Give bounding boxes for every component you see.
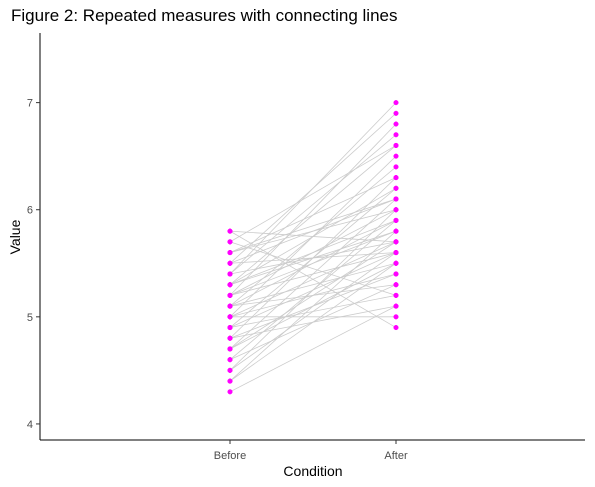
x-tick-label: Before: [214, 450, 246, 462]
x-axis-ticks: Before After: [214, 440, 408, 462]
point-before: [227, 282, 233, 288]
point-after: [393, 324, 399, 331]
point-after: [393, 132, 399, 138]
connecting-line: [229, 230, 397, 243]
y-axis-title: Value: [7, 219, 23, 254]
connecting-line: [229, 113, 397, 264]
point-after: [393, 175, 399, 181]
point-after: [393, 314, 399, 320]
connecting-line: [229, 230, 397, 328]
point-before: [227, 292, 233, 298]
connecting-line: [229, 209, 397, 253]
point-after: [393, 260, 399, 266]
point-before: [227, 324, 233, 331]
y-tick-label: 5: [27, 312, 33, 324]
connecting-line: [229, 198, 397, 253]
point-before: [227, 271, 233, 277]
y-axis-ticks: 4 5 6 7: [27, 98, 40, 431]
connecting-line: [229, 177, 397, 253]
connecting-line: [229, 252, 397, 264]
point-after: [393, 217, 399, 223]
point-after: [393, 303, 399, 309]
y-tick-label: 4: [27, 419, 33, 431]
chart-title: Figure 2: Repeated measures with connect…: [11, 6, 398, 25]
connecting-line: [229, 252, 397, 296]
connecting-line: [229, 295, 397, 328]
point-before: [227, 367, 233, 373]
connecting-line: [229, 123, 397, 296]
point-after: [393, 282, 399, 288]
x-tick-label: After: [384, 450, 408, 462]
point-after: [393, 164, 399, 170]
point-after: [393, 228, 399, 234]
connecting-line: [229, 284, 397, 307]
point-before: [227, 389, 233, 395]
connecting-lines: [229, 102, 397, 393]
point-after: [393, 100, 399, 106]
point-before: [227, 378, 233, 384]
connecting-line: [229, 220, 397, 286]
connecting-line: [229, 230, 397, 296]
connecting-line: [229, 305, 397, 339]
connecting-line: [229, 262, 397, 350]
point-after: [393, 153, 399, 159]
point-after: [393, 250, 399, 256]
point-after: [393, 239, 399, 245]
point-before: [227, 228, 233, 234]
point-after: [393, 292, 399, 298]
connecting-line: [229, 241, 397, 296]
point-after: [393, 207, 399, 213]
point-after: [393, 121, 399, 127]
x-axis-title: Condition: [283, 463, 342, 479]
connecting-line: [229, 262, 397, 307]
point-before: [227, 314, 233, 320]
point-after: [393, 110, 399, 116]
point-after: [393, 196, 399, 202]
point-after: [393, 185, 399, 191]
point-before: [227, 357, 233, 363]
point-before: [227, 335, 233, 341]
connecting-line: [229, 145, 397, 243]
point-before: [227, 303, 233, 309]
point-before: [227, 346, 233, 352]
y-tick-label: 6: [27, 205, 33, 217]
point-after: [393, 271, 399, 277]
point-before: [227, 250, 233, 256]
connecting-line: [229, 305, 397, 393]
y-tick-label: 7: [27, 98, 33, 110]
point-before: [227, 239, 233, 245]
point-before: [227, 260, 233, 266]
connecting-line: [229, 252, 397, 328]
point-after: [393, 142, 399, 149]
data-points: [227, 100, 399, 395]
